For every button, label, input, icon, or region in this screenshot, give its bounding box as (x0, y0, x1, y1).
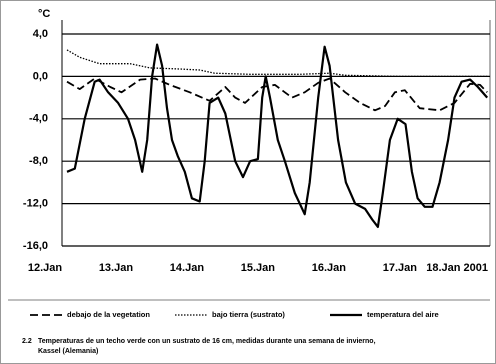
legend-label: bajo tierra (sustrato) (212, 310, 285, 319)
legend-label: debajo de la vegetation (67, 310, 150, 319)
x-tick-label: 12.Jan (28, 262, 63, 274)
y-tick-label: 4,0 (33, 28, 48, 40)
legend-label: temperatura del aire (367, 310, 439, 319)
y-tick-label: 0,0 (33, 70, 48, 82)
caption: Kassel (Alemania) (38, 348, 98, 355)
series-line (66, 77, 488, 112)
y-unit: °C (38, 8, 50, 20)
x-tick-label: 18.Jan 2001 (426, 262, 488, 274)
x-tick-label: 17.Jan (383, 262, 418, 274)
series-line (66, 43, 489, 228)
x-tick-label: 15.Jan (241, 262, 276, 274)
y-tick-label: -4,0 (29, 113, 48, 125)
x-tick-label: 13.Jan (99, 262, 134, 274)
caption-number: 2.2 (22, 338, 32, 345)
caption: Temperaturas de un techo verde con un su… (38, 338, 376, 345)
legend: debajo de la vegetation bajo tierra (sust… (30, 310, 439, 319)
y-tick-label: -8,0 (29, 155, 48, 167)
y-tick-label: -12,0 (23, 198, 48, 210)
y-tick-label: -16,0 (23, 240, 48, 252)
x-tick-label: 16.Jan (312, 262, 347, 274)
x-tick-label: 14.Jan (170, 262, 205, 274)
series-line (66, 49, 488, 78)
